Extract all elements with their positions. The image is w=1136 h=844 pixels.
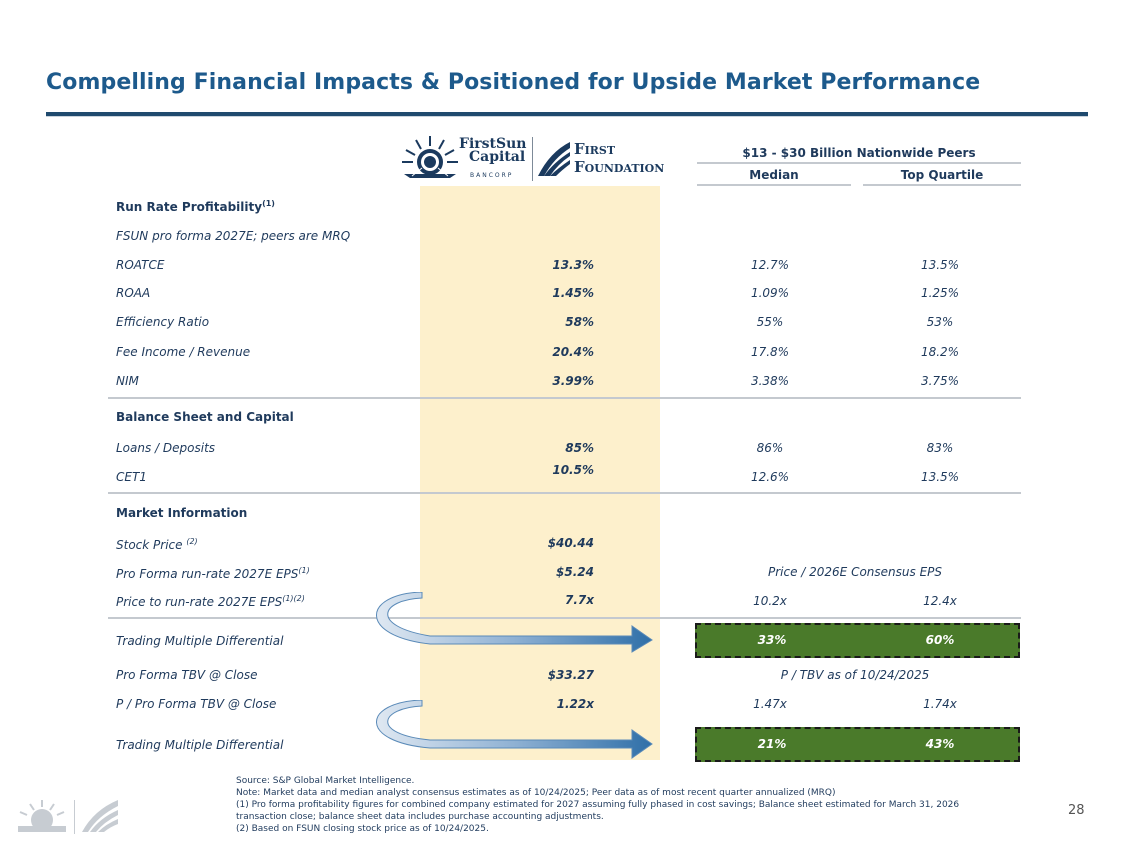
price-to-eps-top-quartile: 12.4x (923, 594, 957, 608)
firstsun-logo-sub: BANCORP (470, 172, 514, 179)
section-separator (108, 617, 1021, 619)
title-rule-thin (46, 116, 1088, 117)
peer-group-header: $13 - $30 Billion Nationwide Peers (742, 146, 976, 160)
logo-divider (532, 137, 533, 181)
eps-differential-top-quartile: 60% (925, 633, 955, 647)
section-profitability: Run Rate Profitability(1) (116, 199, 275, 214)
page-number: 28 (1068, 803, 1085, 818)
nim-top-quartile: 3.75% (920, 374, 960, 388)
section-balance-sheet: Balance Sheet and Capital (116, 410, 294, 424)
median-header-rule (697, 184, 851, 186)
top-quartile-header-rule (863, 184, 1021, 186)
row-label-trading-multiple-differential-2: Trading Multiple Differential (116, 738, 284, 752)
peer-header-rule (697, 162, 1021, 164)
cet1-combined: 10.5% (552, 463, 594, 477)
tbv-differential-top-quartile: 43% (925, 737, 955, 751)
section-separator (108, 492, 1021, 494)
roaa-top-quartile: 1.25% (920, 286, 960, 300)
loans-deposits-combined: 85% (565, 441, 594, 455)
firstsun-logo-text: FirstSun Capital (459, 136, 527, 165)
differential-box-eps (695, 623, 1020, 658)
first-foundation-footer-logo (82, 800, 118, 832)
stock-price-combined: $40.44 (547, 536, 594, 550)
roatce-top-quartile: 13.5% (920, 258, 960, 272)
loans-deposits-top-quartile: 83% (926, 441, 954, 455)
top-quartile-column-header: Top Quartile (900, 168, 984, 182)
differential-box-tbv (695, 727, 1020, 762)
row-label-efficiency: Efficiency Ratio (116, 315, 210, 329)
profitability-note: FSUN pro forma 2027E; peers are MRQ (116, 229, 351, 243)
p-tbv-median: 1.47x (753, 697, 787, 711)
cet1-median: 12.6% (750, 470, 790, 484)
section-separator (108, 397, 1021, 399)
footnote-1: (1) Pro forma profitability figures for … (236, 800, 960, 810)
price-to-eps-median: 10.2x (753, 594, 787, 608)
price-to-eps-combined: 7.7x (565, 593, 594, 607)
fee-income-combined: 20.4% (552, 345, 594, 359)
efficiency-combined: 58% (565, 315, 594, 329)
row-label-p-tbv: P / Pro Forma TBV @ Close (116, 697, 277, 711)
first-foundation-logo-mark (536, 138, 572, 178)
row-label-stock-price: Stock Price (2) (116, 537, 198, 552)
footnote-2: (2) Based on FSUN closing stock price as… (236, 824, 489, 834)
trading-multiple-arrow-1 (376, 592, 653, 653)
pro-forma-eps-combined: $5.24 (556, 565, 594, 579)
p-tbv-combined: 1.22x (556, 697, 594, 711)
peer-eps-caption: Price / 2026E Consensus EPS (767, 565, 943, 579)
firstsun-footer-logo (18, 800, 66, 832)
firstsun-sunburst-logo (402, 136, 458, 178)
row-label-loans-deposits: Loans / Deposits (116, 441, 216, 455)
fee-income-median: 17.8% (750, 345, 790, 359)
footnote-note: Note: Market data and median analyst con… (236, 788, 836, 798)
pro-forma-tbv-combined: $33.27 (547, 668, 594, 682)
row-label-roatce: ROATCE (116, 258, 165, 272)
first-foundation-logo-text: First Foundation (574, 140, 665, 176)
row-label-pro-forma-eps: Pro Forma run-rate 2027E EPS(1) (116, 566, 310, 581)
title-rule (46, 112, 1088, 116)
row-label-pro-forma-tbv: Pro Forma TBV @ Close (116, 668, 258, 682)
tbv-differential-median: 21% (757, 737, 787, 751)
trading-multiple-arrow-2 (376, 700, 653, 759)
p-tbv-top-quartile: 1.74x (923, 697, 957, 711)
row-label-fee-income: Fee Income / Revenue (116, 345, 251, 359)
median-column-header: Median (749, 168, 799, 182)
eps-differential-median: 33% (757, 633, 787, 647)
row-label-roaa: ROAA (116, 286, 151, 300)
section-market-information: Market Information (116, 506, 248, 520)
footnote-1-cont: transaction close; balance sheet data in… (236, 812, 604, 822)
nim-median: 3.38% (750, 374, 790, 388)
roaa-median: 1.09% (750, 286, 790, 300)
peer-tbv-caption: P / TBV as of 10/24/2025 (780, 668, 930, 682)
loans-deposits-median: 86% (756, 441, 784, 455)
efficiency-top-quartile: 53% (926, 315, 954, 329)
nim-combined: 3.99% (552, 374, 594, 388)
footnote-source: Source: S&P Global Market Intelligence. (236, 776, 415, 786)
page-title: Compelling Financial Impacts & Positione… (46, 70, 981, 95)
cet1-top-quartile: 13.5% (920, 470, 960, 484)
efficiency-median: 55% (756, 315, 784, 329)
row-label-trading-multiple-differential-1: Trading Multiple Differential (116, 634, 284, 648)
row-label-cet1: CET1 (116, 470, 147, 484)
row-label-price-to-eps: Price to run-rate 2027E EPS(1)(2) (116, 594, 305, 609)
row-label-nim: NIM (116, 374, 139, 388)
footer-logo-divider (74, 800, 75, 834)
roatce-combined: 13.3% (552, 258, 594, 272)
combined-company-column (420, 186, 660, 760)
fee-income-top-quartile: 18.2% (920, 345, 960, 359)
roaa-combined: 1.45% (552, 286, 594, 300)
footnotes: Source: S&P Global Market Intelligence. … (236, 775, 1026, 835)
roatce-median: 12.7% (750, 258, 790, 272)
